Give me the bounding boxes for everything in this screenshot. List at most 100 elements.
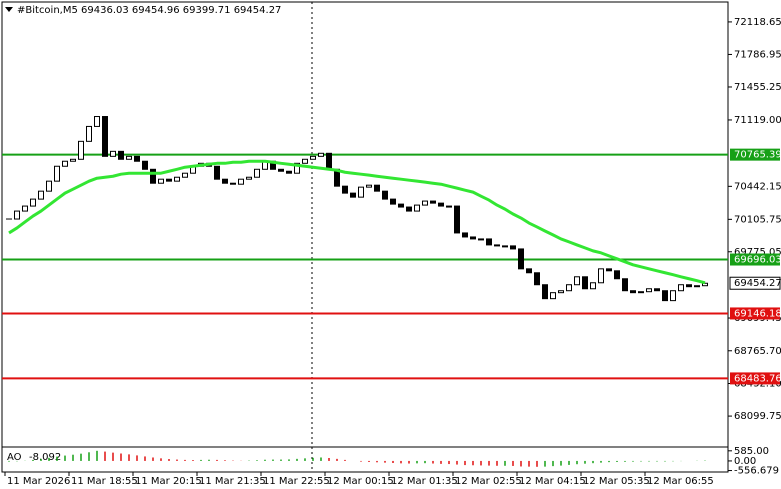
candle (390, 198, 396, 205)
y-tick-label: 71119.00 (734, 115, 781, 126)
candle (494, 244, 500, 247)
candle (590, 282, 596, 290)
level-label: 69696.03 (734, 255, 781, 266)
candle (582, 276, 588, 290)
candle (694, 285, 700, 288)
candle (398, 203, 404, 208)
candle (38, 190, 44, 200)
candle (422, 200, 428, 206)
candle (70, 158, 76, 162)
price-label: 69454.27 (734, 278, 781, 289)
x-tick-label: 12 Mar 02:55 (455, 476, 522, 487)
candle (214, 165, 220, 180)
candle (518, 248, 524, 270)
y-tick-label: 72118.65 (734, 17, 781, 28)
x-tick-label: 11 Mar 2026 (7, 476, 70, 487)
candle (182, 172, 188, 178)
x-tick-label: 12 Mar 00:15 (327, 476, 394, 487)
candle (294, 162, 300, 174)
menu-arrow (5, 7, 13, 12)
candle (358, 186, 364, 198)
candle (174, 176, 180, 182)
level-box (730, 253, 780, 266)
candle (686, 284, 692, 288)
candle (478, 238, 484, 241)
candle (110, 150, 116, 157)
x-tick-label: 12 Mar 04:15 (519, 476, 586, 487)
y-tick-label: 71786.95 (734, 49, 781, 60)
candle (366, 184, 372, 188)
x-tick-label: 11 Mar 18:55 (71, 476, 138, 487)
x-tick-label: 11 Mar 22:55 (263, 476, 330, 487)
candle (454, 205, 460, 234)
indicator-tick-label: 0.00 (734, 456, 756, 467)
price-box (729, 276, 781, 290)
candle (102, 116, 108, 157)
candle (446, 205, 452, 208)
level-label: 70765.39 (734, 150, 781, 161)
candle (486, 238, 492, 246)
level-box (730, 307, 780, 320)
candle (238, 178, 244, 185)
candle (462, 232, 468, 238)
moving-average (8, 159, 706, 285)
candle (702, 282, 708, 287)
candle (566, 284, 572, 292)
chart-title: #Bitcoin,M5 69436.03 69454.96 69399.71 6… (17, 5, 281, 16)
x-tick-label: 12 Mar 05:35 (583, 476, 650, 487)
candle (542, 284, 548, 300)
candle (318, 152, 324, 157)
candle (46, 180, 52, 192)
candle (326, 152, 332, 170)
candle (342, 185, 348, 194)
candle (406, 206, 412, 212)
y-tick-label: 69775.05 (734, 247, 781, 258)
candle (254, 168, 260, 178)
candle (526, 268, 532, 274)
x-tick-label: 12 Mar 06:55 (647, 476, 714, 487)
candle (470, 236, 476, 240)
candle (86, 125, 92, 142)
candle (78, 140, 84, 160)
candle (310, 155, 316, 160)
candle (622, 278, 628, 292)
candle (646, 288, 652, 293)
candle (302, 158, 308, 164)
candle (142, 160, 148, 170)
candle (550, 292, 556, 300)
candle (374, 184, 380, 192)
candle (534, 272, 540, 286)
candle (150, 168, 156, 184)
indicator-tick-label: -556.679 (734, 466, 779, 477)
candle (118, 150, 124, 160)
frame (1, 1, 729, 473)
indicator-label: AO (7, 452, 22, 463)
level-label: 68483.76 (734, 373, 781, 384)
candle (278, 168, 284, 172)
candle (94, 116, 100, 127)
indicator-value: -8.092 (29, 452, 61, 463)
candle (510, 245, 516, 250)
level-box (730, 372, 780, 385)
candle (230, 182, 236, 185)
candle (158, 178, 164, 184)
candle (630, 290, 636, 294)
candle (222, 178, 228, 184)
candle (246, 176, 252, 180)
candle (134, 155, 140, 162)
candle (438, 202, 444, 207)
candle (166, 178, 172, 182)
candle (430, 200, 436, 204)
candle (654, 288, 660, 292)
y-tick-label: 70442.15 (734, 181, 781, 192)
x-tick-label: 11 Mar 20:15 (135, 476, 202, 487)
indicator-tick-label: 585.00 (734, 446, 769, 457)
candle (30, 198, 36, 207)
candle (126, 155, 132, 160)
candle (670, 290, 676, 302)
y-tick-label: 68765.70 (734, 346, 781, 357)
x-tick-label: 11 Mar 21:35 (199, 476, 266, 487)
x-tick-label: 12 Mar 01:35 (391, 476, 458, 487)
